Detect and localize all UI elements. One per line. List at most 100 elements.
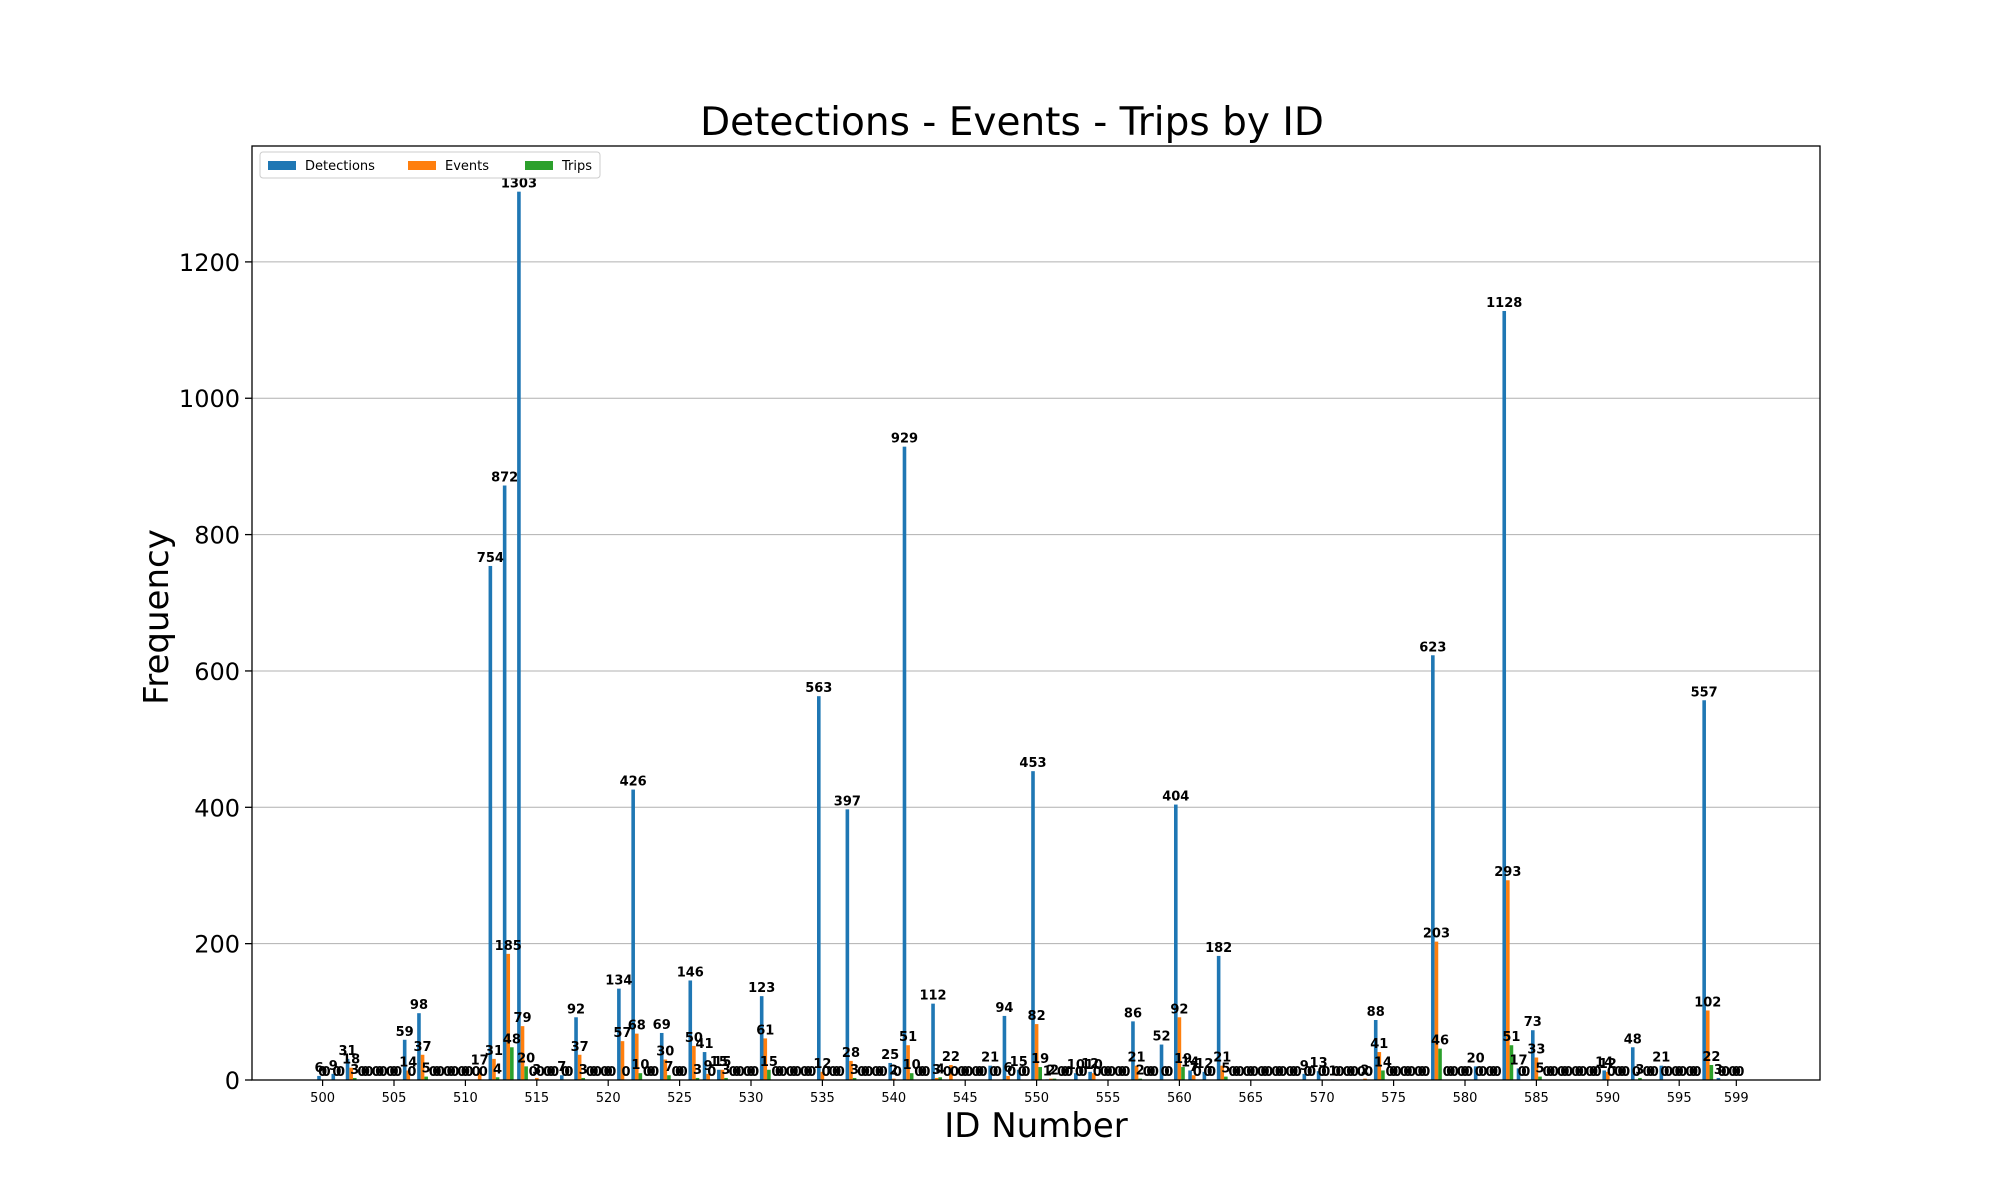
- data-label-detections-501: 9: [329, 1059, 338, 1074]
- data-label-trips-527: 0: [707, 1065, 716, 1080]
- data-label-trips-572: 0: [1350, 1065, 1359, 1080]
- bar-trips-514: [524, 1066, 528, 1080]
- data-label-trips-556: 0: [1121, 1065, 1130, 1080]
- bar-events-511: [477, 1068, 482, 1080]
- bar-detections-524: [659, 1032, 664, 1080]
- data-label-events-579: 0: [1446, 1065, 1455, 1080]
- data-label-detections-553: 10: [1067, 1058, 1085, 1073]
- data-label-events-570: 0: [1318, 1065, 1327, 1080]
- data-label-detections-542: 0: [914, 1065, 923, 1080]
- data-label-detections-576: 0: [1400, 1065, 1409, 1080]
- x-tick-label: 585: [1524, 1091, 1549, 1106]
- bar-detections-549: [1016, 1069, 1021, 1080]
- data-label-trips-522: 10: [631, 1058, 649, 1073]
- data-label-trips-559: 0: [1164, 1065, 1173, 1080]
- x-tick-label: 510: [453, 1091, 478, 1106]
- data-label-trips-543: 4: [936, 1062, 945, 1077]
- data-label-detections-550: 453: [1019, 756, 1046, 771]
- bar-events-543: [934, 1077, 939, 1080]
- data-label-events-576: 0: [1403, 1065, 1412, 1080]
- y-tick-label: 800: [194, 522, 240, 550]
- data-label-events-598: 0: [1718, 1065, 1727, 1080]
- data-label-events-548: 6: [1004, 1061, 1013, 1076]
- bar-detections-531: [759, 996, 764, 1080]
- bar-detections-554: [1088, 1071, 1092, 1080]
- bar-events-554: [1091, 1073, 1096, 1080]
- data-label-events-568: 0: [1289, 1065, 1298, 1080]
- data-label-events-552: 0: [1061, 1065, 1070, 1080]
- data-label-detections-503: 0: [357, 1065, 366, 1080]
- bar-trips-583: [1509, 1045, 1514, 1080]
- data-label-detections-534: 0: [800, 1065, 809, 1080]
- data-label-trips-535: 0: [821, 1065, 830, 1080]
- x-tick-label: 595: [1667, 1091, 1692, 1106]
- data-label-trips-519: 0: [593, 1065, 602, 1080]
- y-axis: 0 200 400 600 800 1000 1200: [179, 249, 252, 1095]
- data-label-detections-516: 0: [543, 1065, 552, 1080]
- bar-events-583: [1506, 880, 1510, 1080]
- bar-detections-553: [1074, 1073, 1078, 1080]
- data-label-trips-597: 22: [1702, 1050, 1720, 1065]
- data-label-events-586: 0: [1546, 1065, 1555, 1080]
- bar-detections-528: [717, 1069, 721, 1080]
- data-label-trips-516: 0: [550, 1065, 559, 1080]
- bar-events-550: [1034, 1024, 1039, 1080]
- x-tick-label: 570: [1310, 1091, 1335, 1106]
- data-label-events-503: 0: [361, 1065, 370, 1080]
- data-label-detections-557: 86: [1124, 1006, 1142, 1021]
- data-label-trips-536: 0: [836, 1065, 845, 1080]
- data-label-detections-527: 41: [696, 1037, 714, 1052]
- bar-events-531: [763, 1038, 768, 1080]
- data-label-detections-530: 0: [743, 1065, 752, 1080]
- data-label-events-591: 0: [1618, 1065, 1627, 1080]
- x-tick-label: 505: [382, 1091, 407, 1106]
- data-label-detections-511: 0: [472, 1065, 481, 1080]
- bar-events-574: [1377, 1052, 1382, 1080]
- data-label-trips-558: 0: [1150, 1065, 1159, 1080]
- data-label-trips-514: 20: [517, 1051, 535, 1066]
- data-label-detections-558: 0: [1143, 1065, 1152, 1080]
- bar-trips-597: [1709, 1065, 1714, 1080]
- bar-trips-524: [667, 1075, 671, 1080]
- data-label-trips-562: 0: [1207, 1065, 1216, 1080]
- data-label-trips-564: 0: [1236, 1065, 1245, 1080]
- data-label-events-537: 28: [842, 1046, 860, 1061]
- data-label-detections-586: 0: [1543, 1065, 1552, 1080]
- data-label-trips-530: 0: [750, 1065, 759, 1080]
- data-label-events-521: 57: [613, 1026, 631, 1041]
- data-label-detections-546: 0: [971, 1065, 980, 1080]
- data-label-trips-570: 0: [1321, 1065, 1330, 1080]
- bar-detections-506: [402, 1039, 407, 1080]
- data-label-trips-553: 0: [1079, 1065, 1088, 1080]
- data-label-events-589: 0: [1589, 1065, 1598, 1080]
- data-label-trips-528: 3: [722, 1063, 731, 1078]
- data-label-events-533: 0: [789, 1065, 798, 1080]
- x-tick-label: 535: [810, 1091, 835, 1106]
- data-label-detections-594: 21: [1652, 1051, 1670, 1066]
- bar-detections-562: [1202, 1071, 1207, 1080]
- data-label-detections-531: 123: [748, 981, 775, 996]
- bar-events-548: [1006, 1075, 1010, 1080]
- x-axis-label: ID Number: [944, 1106, 1128, 1146]
- data-label-trips-531: 15: [760, 1055, 778, 1070]
- bar-detections-561: [1188, 1070, 1192, 1080]
- data-label-detections-575: 0: [1385, 1065, 1394, 1080]
- data-label-events-584: 0: [1518, 1065, 1527, 1080]
- data-label-detections-526: 146: [677, 965, 704, 980]
- data-label-trips-541: 10: [903, 1058, 921, 1073]
- bar-detections-594: [1659, 1065, 1664, 1080]
- legend-entry-events: Events: [445, 159, 489, 174]
- data-label-detections-547: 21: [981, 1051, 999, 1066]
- data-label-detections-585: 73: [1524, 1015, 1542, 1030]
- data-label-events-574: 41: [1370, 1037, 1388, 1052]
- data-label-events-534: 0: [804, 1065, 813, 1080]
- data-label-trips-503: 0: [365, 1065, 374, 1080]
- data-label-trips-532: 0: [779, 1065, 788, 1080]
- data-label-events-558: 0: [1146, 1065, 1155, 1080]
- y-tick-label: 1000: [179, 385, 240, 413]
- data-label-trips-587: 0: [1564, 1065, 1573, 1080]
- data-label-trips-546: 0: [979, 1065, 988, 1080]
- data-label-trips-574: 14: [1374, 1055, 1392, 1070]
- data-label-trips-542: 0: [921, 1065, 930, 1080]
- data-label-trips-577: 0: [1421, 1065, 1430, 1080]
